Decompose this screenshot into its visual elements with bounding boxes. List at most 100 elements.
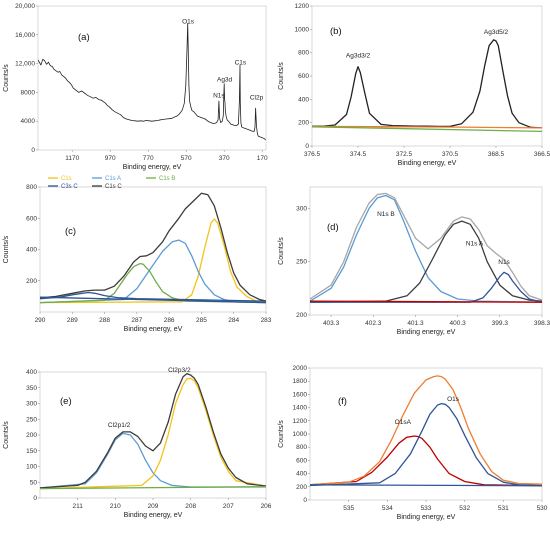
y-tick-label: 0	[33, 495, 37, 502]
panel-label: (d)	[327, 222, 339, 233]
series-line-2	[312, 126, 542, 133]
peak-annotation: O1sA	[395, 419, 412, 426]
x-tick-label: 210	[110, 503, 121, 510]
x-tick-label: 374.5	[350, 151, 367, 158]
peak-annotation: Cl2p3/2	[168, 367, 191, 374]
y-tick-label: 400	[26, 369, 37, 376]
x-tick-label: 533	[421, 505, 432, 512]
x-axis-label: Binding energy, eV	[124, 512, 183, 519]
y-axis-label: Counts/s	[3, 235, 10, 263]
y-tick-label: 600	[298, 73, 309, 80]
x-tick-label: 402.3	[365, 320, 382, 327]
peak-annotation: N1s A	[466, 241, 484, 248]
plot-frame	[39, 371, 267, 499]
series-line-o1s	[310, 402, 542, 487]
chart-panel-4: 200 250 300 403.3 402.3 401.3 400.3 399.3 398.3 B…	[278, 186, 550, 336]
x-axis-label: Binding energy, eV	[123, 164, 182, 171]
x-axis-label: Binding energy, eV	[397, 329, 456, 336]
y-tick-label: 2000	[293, 365, 308, 372]
y-tick-label: 200	[296, 312, 307, 319]
y-tick-label: 250	[296, 259, 307, 266]
y-tick-label: 100	[26, 464, 37, 471]
y-tick-label: 1600	[293, 391, 308, 398]
y-tick-label: 250	[26, 416, 37, 423]
y-tick-label: 1400	[293, 405, 308, 412]
peak-annotation: Ag3d3/2	[346, 52, 371, 59]
series-line-envelope	[310, 192, 542, 301]
series-line-c1s-a	[40, 239, 266, 304]
series-line-envelope	[310, 375, 542, 486]
x-tick-label: 207	[223, 503, 234, 510]
x-tick-label: 370.5	[442, 151, 459, 158]
peak-annotation: O1s	[447, 396, 460, 403]
chart-panel-1: 0 4000 8000 12,000 16,000 20,000 1170 970 770 570…	[3, 3, 268, 171]
panel-label: (c)	[65, 226, 76, 237]
legend-entry: C1s	[61, 176, 72, 182]
x-axis-label: Binding energy, eV	[124, 326, 183, 333]
y-tick-label: 400	[296, 471, 307, 478]
panel-label: (f)	[338, 396, 347, 407]
series-line-n1s-a	[310, 220, 542, 303]
x-tick-label: 403.3	[323, 320, 340, 327]
x-tick-label: 970	[105, 155, 116, 162]
y-tick-label: 150	[26, 448, 37, 455]
series-line-background	[310, 484, 542, 487]
chart-panel-6: 0 200 400 600 800 1000 1200 1400 1600 1800 2000 535…	[278, 365, 548, 521]
y-tick-label: 20,000	[15, 3, 35, 10]
series-line-background	[40, 296, 266, 304]
y-tick-label: 350	[26, 385, 37, 392]
y-axis-label: Counts/s	[278, 62, 285, 90]
x-tick-label: 534	[382, 505, 393, 512]
x-tick-label: 209	[148, 503, 159, 510]
x-axis-label: Binding energy, eV	[397, 514, 456, 521]
chart-panel-2: 0 200 400 600 800 1000 1200 376.5 374.5 372.5 370.…	[278, 3, 550, 167]
y-tick-label: 200	[26, 432, 37, 439]
x-tick-label: 288	[99, 317, 110, 324]
x-tick-label: 289	[67, 317, 78, 324]
x-tick-label: 211	[72, 503, 83, 510]
y-tick-label: 1000	[293, 431, 308, 438]
x-axis-label: Binding energy, eV	[398, 160, 457, 167]
x-tick-label: 535	[343, 505, 354, 512]
peak-annotation: Ag3d	[217, 77, 233, 84]
panel-label: (a)	[78, 32, 90, 43]
y-tick-label: 0	[305, 143, 309, 150]
series-line-cl2p3-2	[40, 377, 266, 490]
x-tick-label: 372.5	[396, 151, 413, 158]
plot-frame	[37, 5, 267, 151]
panel-label: (e)	[60, 396, 72, 407]
x-tick-label: 368.5	[488, 151, 505, 158]
peak-annotation: Ag3d5/2	[484, 29, 509, 36]
x-tick-label: 286	[164, 317, 175, 324]
peak-annotation: N1s	[498, 259, 510, 266]
x-tick-label: 398.3	[534, 320, 550, 327]
chart-panel-3: 200 400 600 800 290 289 288 287 286 285 284 283 Bind…	[3, 176, 272, 333]
x-tick-label: 376.5	[304, 151, 321, 158]
y-tick-label: 50	[30, 479, 38, 486]
y-tick-label: 1000	[295, 26, 310, 33]
plot-frame	[309, 186, 543, 316]
series-line-n1s-b	[310, 194, 542, 303]
series-line-background	[40, 486, 266, 490]
y-axis-label: Counts/s	[3, 64, 10, 92]
series-line-c1s-c	[40, 192, 266, 302]
legend-entry: C3s C	[61, 184, 78, 190]
series-line-envelope	[40, 372, 266, 489]
y-tick-label: 0	[31, 147, 35, 154]
x-tick-label: 530	[537, 505, 548, 512]
x-tick-label: 206	[261, 503, 272, 510]
x-tick-label: 287	[131, 317, 142, 324]
y-tick-label: 800	[26, 184, 37, 191]
x-tick-label: 770	[143, 155, 154, 162]
x-tick-label: 401.3	[407, 320, 424, 327]
panel-label: (b)	[330, 26, 342, 37]
y-axis-label: Counts/s	[278, 420, 285, 448]
y-tick-label: 200	[298, 120, 309, 127]
x-tick-label: 366.5	[534, 151, 550, 158]
y-tick-label: 200	[26, 278, 37, 285]
x-tick-label: 370	[219, 155, 230, 162]
x-tick-label: 400.3	[449, 320, 466, 327]
y-tick-label: 1200	[293, 418, 308, 425]
y-tick-label: 0	[303, 497, 307, 504]
